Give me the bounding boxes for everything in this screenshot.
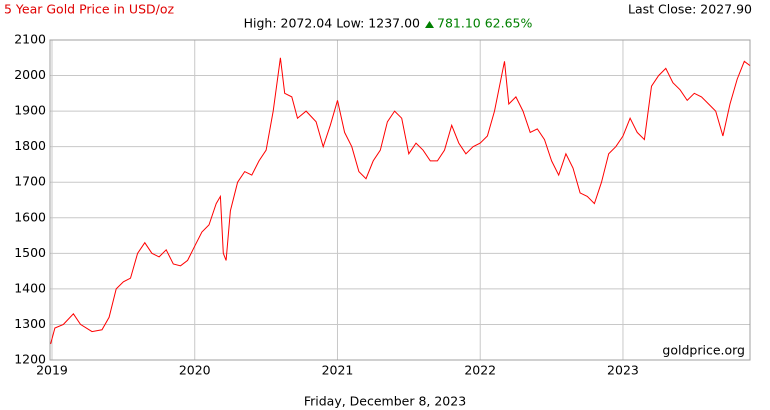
source: goldprice.org — [662, 343, 745, 358]
y-tick-label: 1800 — [14, 138, 46, 153]
y-tick-label: 2000 — [14, 67, 46, 82]
x-tick-label: 2019 — [36, 363, 68, 378]
y-tick-label: 2100 — [14, 32, 46, 47]
stats: High: 2072.04 Low: 1237.00 — [244, 16, 420, 31]
up-arrow — [425, 21, 434, 28]
x-tick-label: 2021 — [322, 363, 354, 378]
y-tick-label: 1600 — [14, 209, 46, 224]
change: 781.10 62.65% — [437, 16, 532, 31]
plot-frame — [49, 39, 751, 361]
x-tick-label: 2020 — [179, 363, 211, 378]
last-close: Last Close: 2027.90 — [628, 2, 752, 17]
chart-title: 5 Year Gold Price in USD/oz — [4, 2, 174, 17]
y-tick-label: 1900 — [14, 103, 46, 118]
y-tick-label: 1200 — [14, 352, 46, 367]
y-tick-label: 1300 — [14, 316, 46, 331]
y-tick-label: 1700 — [14, 174, 46, 189]
x-tick-label: 2023 — [607, 363, 639, 378]
date: Friday, December 8, 2023 — [304, 394, 466, 409]
y-tick-label: 1500 — [14, 245, 46, 260]
x-tick-label: 2022 — [464, 363, 496, 378]
y-tick-label: 1400 — [14, 280, 46, 295]
price-line — [50, 57, 751, 345]
